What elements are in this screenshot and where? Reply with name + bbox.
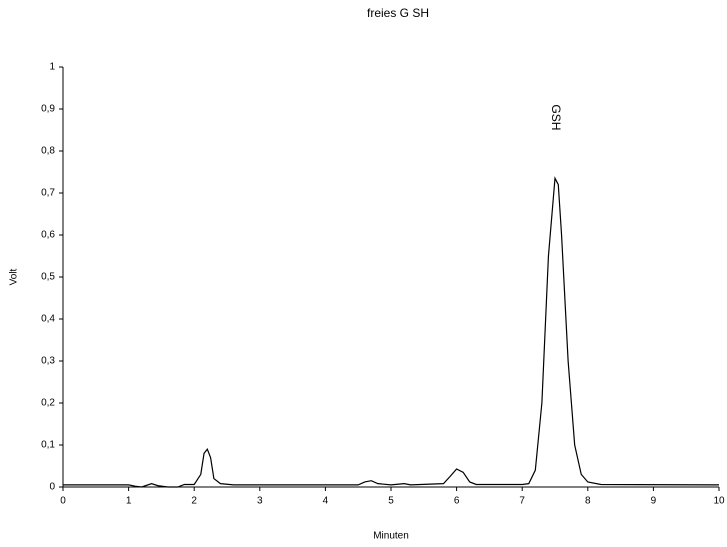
x-tick-label: 7: [519, 496, 525, 507]
chart-title: freies G SH: [367, 6, 429, 20]
y-tick-label: 1: [49, 62, 55, 73]
y-tick-label: 0,4: [41, 314, 55, 325]
annotation: GSH: [549, 104, 563, 130]
x-tick-label: 10: [713, 496, 725, 507]
y-tick-label: 0,7: [41, 188, 55, 199]
y-axis-label: Volt: [9, 268, 20, 285]
x-tick-label: 6: [454, 496, 460, 507]
y-tick-label: 0,8: [41, 146, 55, 157]
y-tick-label: 0,2: [41, 398, 55, 409]
y-tick-label: 0,9: [41, 104, 55, 115]
x-tick-label: 5: [388, 496, 394, 507]
y-tick-label: 0: [49, 482, 55, 493]
x-tick-label: 9: [651, 496, 657, 507]
x-tick-label: 0: [60, 496, 66, 507]
chromatogram-line: [63, 176, 720, 488]
y-tick-label: 0,5: [41, 272, 55, 283]
x-tick-label: 4: [323, 496, 329, 507]
x-axis-label: Minuten: [373, 531, 409, 542]
x-tick-label: 8: [585, 496, 591, 507]
y-tick-label: 0,3: [41, 356, 55, 367]
x-tick-label: 2: [191, 496, 197, 507]
y-tick-label: 0,6: [41, 230, 55, 241]
x-tick-label: 3: [257, 496, 263, 507]
x-tick-label: 1: [126, 496, 132, 507]
y-tick-label: 0,1: [41, 440, 55, 451]
